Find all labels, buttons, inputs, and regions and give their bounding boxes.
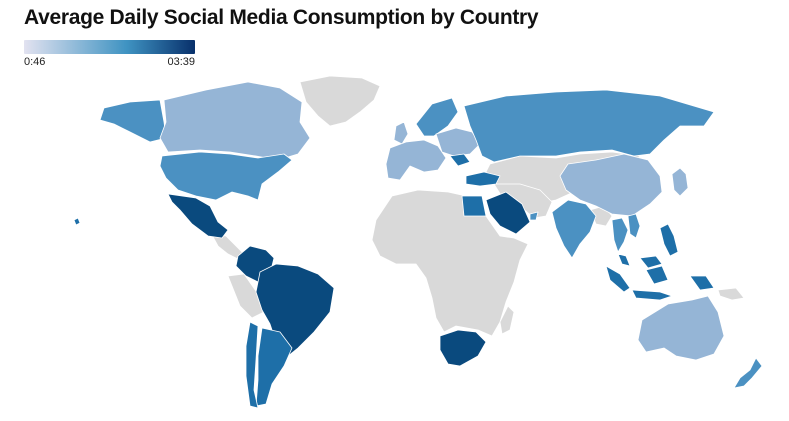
country-romania <box>449 153 471 167</box>
country-thailand <box>611 217 629 253</box>
chart-title: Average Daily Social Media Consumption b… <box>24 6 539 29</box>
country-indonesia <box>605 265 715 301</box>
country-chile <box>245 321 259 409</box>
country-russia <box>463 89 715 163</box>
country-greenland <box>299 75 381 127</box>
country-new-zealand <box>733 357 763 389</box>
country-china <box>559 153 663 217</box>
country-malaysia <box>617 253 663 269</box>
legend-labels: 0:46 03:39 <box>24 56 195 70</box>
country-south-africa <box>439 329 487 367</box>
country-vietnam <box>627 213 641 239</box>
country-uk <box>393 121 409 145</box>
legend-gradient-bar <box>24 40 195 54</box>
country-japan <box>671 167 689 197</box>
country-usa <box>159 151 293 201</box>
country-madagascar <box>499 305 515 335</box>
country-eastern-europe <box>435 127 481 157</box>
country-india <box>551 199 597 259</box>
country-western-europe <box>385 139 447 181</box>
country-uae <box>529 211 539 221</box>
legend-max-label: 03:39 <box>167 56 195 68</box>
country-scandinavia <box>415 97 459 137</box>
country-alaska <box>99 99 167 143</box>
country-canada <box>159 81 311 161</box>
country-argentina <box>255 327 293 407</box>
world-map <box>73 75 763 409</box>
country-egypt <box>461 195 487 217</box>
country-philippines <box>659 223 679 257</box>
country-saudi-arabia <box>485 191 531 235</box>
country-hawaii <box>73 217 81 226</box>
country-turkey <box>465 171 501 187</box>
country-australia <box>637 295 725 361</box>
country-papua-new-guinea <box>717 287 745 301</box>
legend-min-label: 0:46 <box>24 56 46 68</box>
country-mexico <box>167 193 229 239</box>
color-legend: 0:46 03:39 <box>24 40 195 70</box>
